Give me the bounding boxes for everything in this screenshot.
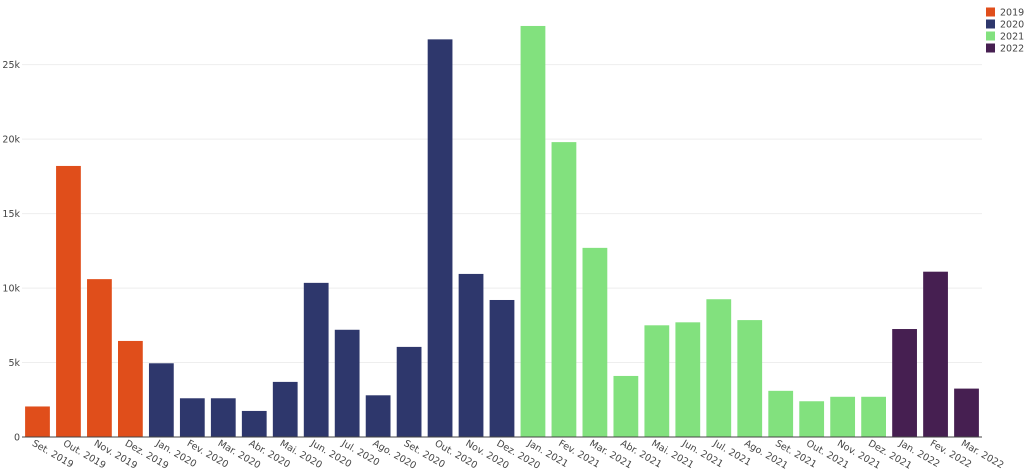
- legend-item[interactable]: 2020: [986, 19, 1024, 31]
- bar[interactable]: [87, 279, 112, 437]
- bar[interactable]: [799, 401, 825, 437]
- gridlines: [22, 64, 982, 364]
- bar[interactable]: [706, 299, 732, 437]
- y-tick-label: 15k: [2, 209, 20, 220]
- legend-item[interactable]: 2022: [986, 43, 1024, 55]
- bar[interactable]: [427, 39, 453, 437]
- bar[interactable]: [303, 282, 329, 437]
- bar[interactable]: [520, 25, 546, 437]
- bar[interactable]: [241, 410, 267, 437]
- y-tick-label: 5k: [8, 358, 20, 369]
- legend-swatch: [986, 31, 995, 41]
- bar[interactable]: [25, 406, 50, 437]
- bar[interactable]: [334, 329, 360, 437]
- bar[interactable]: [551, 142, 577, 437]
- bar[interactable]: [365, 395, 391, 437]
- y-tick-label: 10k: [2, 284, 20, 295]
- bar[interactable]: [56, 165, 81, 437]
- legend-label: 2020: [1000, 20, 1024, 31]
- legend-item[interactable]: 2019: [986, 7, 1024, 19]
- bar[interactable]: [954, 388, 979, 437]
- legend-label: 2021: [1000, 32, 1024, 43]
- legend-swatch: [986, 43, 995, 53]
- bar[interactable]: [644, 325, 670, 437]
- bars: [25, 25, 979, 437]
- bar[interactable]: [613, 375, 639, 437]
- bar[interactable]: [148, 363, 174, 437]
- legend-item[interactable]: 2021: [986, 31, 1024, 43]
- bar[interactable]: [675, 322, 701, 437]
- legend-swatch: [986, 7, 995, 17]
- bar[interactable]: [768, 390, 794, 437]
- bar[interactable]: [489, 299, 515, 437]
- bar[interactable]: [892, 329, 917, 437]
- bar[interactable]: [923, 271, 948, 437]
- y-tick-label: 0: [14, 433, 20, 444]
- y-tick-label: 25k: [2, 60, 20, 71]
- bar[interactable]: [118, 340, 143, 437]
- bar[interactable]: [582, 247, 608, 437]
- y-tick-label: 20k: [2, 135, 20, 146]
- bar[interactable]: [210, 398, 236, 437]
- legend-label: 2019: [1000, 8, 1024, 19]
- legend-label: 2022: [1000, 44, 1024, 55]
- bar[interactable]: [830, 396, 856, 437]
- bar[interactable]: [458, 273, 484, 437]
- bar[interactable]: [272, 381, 298, 437]
- legend-swatch: [986, 19, 995, 29]
- bar[interactable]: [396, 346, 422, 437]
- bar[interactable]: [179, 398, 205, 437]
- bar[interactable]: [861, 396, 886, 437]
- bar[interactable]: [737, 320, 763, 437]
